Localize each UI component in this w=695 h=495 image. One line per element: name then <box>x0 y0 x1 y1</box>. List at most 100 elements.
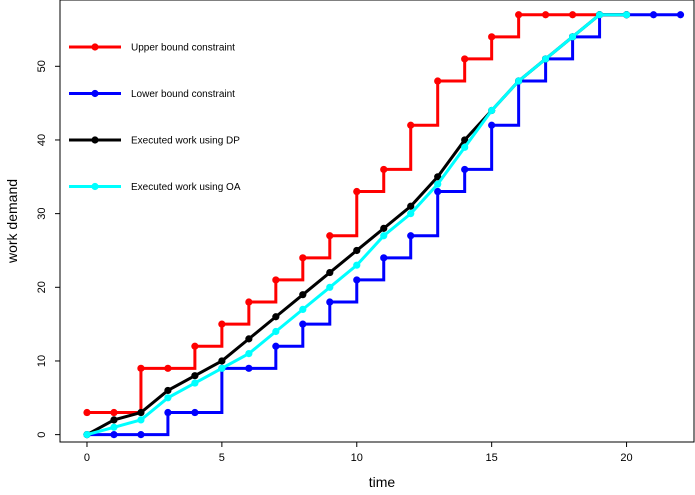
x-axis: 0 5 10 15 20 <box>84 442 633 464</box>
legend-swatch-point <box>91 43 99 51</box>
data-point <box>380 254 388 262</box>
series-2 <box>83 11 685 439</box>
data-point <box>434 77 442 85</box>
data-point <box>461 136 469 144</box>
data-point <box>595 11 604 19</box>
y-axis: 0 10 20 30 40 50 <box>36 60 60 438</box>
series-layer <box>83 11 685 439</box>
data-point <box>137 416 145 424</box>
x-tick-label: 10 <box>351 452 363 464</box>
data-point <box>191 372 199 380</box>
data-point <box>164 394 172 402</box>
data-point <box>461 165 469 174</box>
data-point <box>353 276 361 284</box>
data-point <box>326 268 334 277</box>
y-tick-label: 40 <box>36 134 48 146</box>
series-line <box>86 13 681 437</box>
data-point <box>83 431 91 439</box>
legend-swatch-point <box>91 136 99 144</box>
data-point <box>353 187 361 196</box>
legend-item: Lower bound constraint <box>69 89 235 100</box>
series-4 <box>83 11 631 439</box>
data-point <box>191 342 199 350</box>
data-point <box>407 232 415 240</box>
legend-label: Executed work using OA <box>131 182 241 193</box>
data-point <box>299 320 307 328</box>
x-tick-label: 15 <box>486 452 498 464</box>
data-point <box>568 33 577 41</box>
x-tick-label: 20 <box>620 452 632 464</box>
data-point <box>380 232 388 240</box>
data-point <box>407 202 415 210</box>
data-point <box>110 416 118 424</box>
data-point <box>326 283 334 291</box>
data-point <box>299 305 307 313</box>
data-point <box>434 173 442 181</box>
data-point <box>137 431 145 439</box>
data-point <box>488 33 496 41</box>
data-point <box>245 364 253 372</box>
y-tick-label: 20 <box>36 281 48 293</box>
legend-item: Executed work using DP <box>69 136 240 147</box>
series-1 <box>83 11 631 417</box>
data-point <box>434 187 442 196</box>
data-point <box>622 11 631 19</box>
y-tick-label: 30 <box>36 208 48 220</box>
data-point <box>515 11 523 19</box>
data-point <box>218 364 226 372</box>
data-point <box>245 298 253 306</box>
data-point <box>272 313 280 321</box>
y-tick-label: 0 <box>36 432 48 438</box>
data-point <box>164 364 172 372</box>
data-point <box>110 431 118 439</box>
legend-swatch-point <box>91 89 99 98</box>
data-point <box>407 121 415 129</box>
data-point <box>326 232 334 240</box>
data-point <box>407 210 415 218</box>
data-point <box>515 77 523 85</box>
data-point <box>137 408 145 417</box>
data-point <box>461 55 469 63</box>
data-point <box>542 55 550 63</box>
legend-item: Upper bound constraint <box>69 43 235 54</box>
data-point <box>110 408 118 417</box>
data-point <box>649 11 658 19</box>
data-point <box>434 180 442 188</box>
data-point <box>353 261 361 269</box>
data-point <box>191 379 199 387</box>
data-point <box>272 327 280 336</box>
data-point <box>137 364 145 372</box>
data-point <box>272 342 280 350</box>
data-point <box>245 335 253 343</box>
data-point <box>542 11 550 19</box>
data-point <box>218 320 226 328</box>
data-point <box>299 254 307 262</box>
data-point <box>164 408 172 417</box>
x-tick-label: 5 <box>219 452 225 464</box>
legend-label: Executed work using DP <box>131 136 240 147</box>
data-point <box>380 165 388 174</box>
data-point <box>191 408 199 417</box>
data-point <box>380 224 388 232</box>
data-point <box>353 246 361 255</box>
plot-frame <box>59 0 695 443</box>
data-point <box>218 357 226 365</box>
legend-label: Upper bound constraint <box>131 43 235 54</box>
data-point <box>568 11 577 19</box>
y-tick-label: 50 <box>36 60 48 72</box>
legend-label: Lower bound constraint <box>131 89 235 100</box>
y-axis-title: work demand <box>4 179 20 264</box>
data-point <box>326 298 334 306</box>
data-point <box>83 408 91 417</box>
y-tick-label: 10 <box>36 355 48 367</box>
data-point <box>676 11 685 19</box>
x-tick-label: 0 <box>84 452 90 464</box>
x-axis-title: time <box>369 474 396 490</box>
data-point <box>488 106 496 115</box>
data-point <box>299 291 307 299</box>
data-point <box>272 276 280 284</box>
legend-item: Executed work using OA <box>69 182 241 193</box>
legend: Upper bound constraint Lower bound constr… <box>69 43 241 193</box>
data-point <box>110 423 118 431</box>
